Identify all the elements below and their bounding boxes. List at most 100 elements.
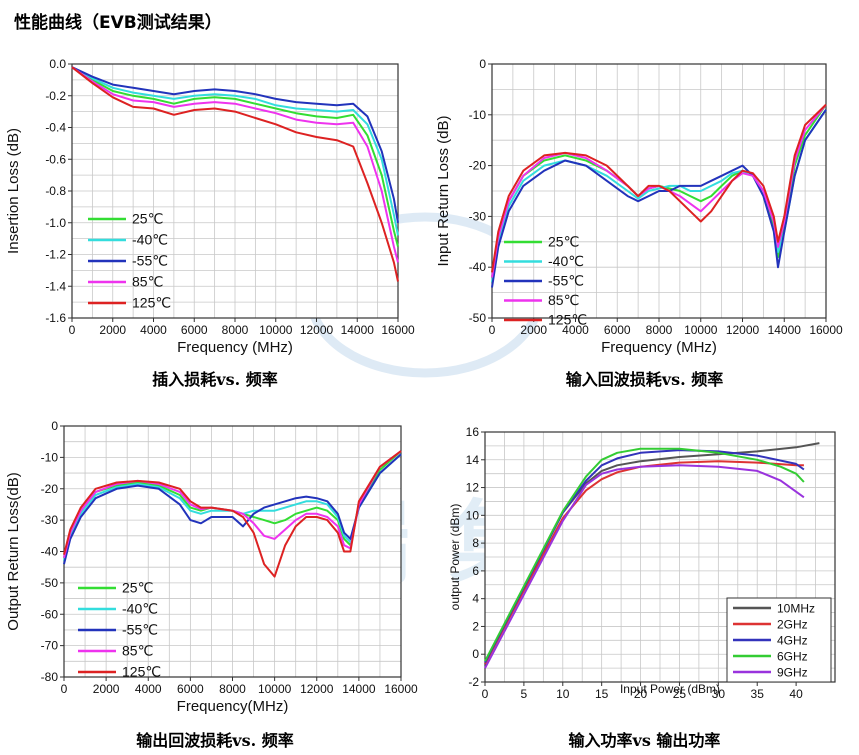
y-tick-label: -30 [469, 209, 487, 223]
legend-label: 10MHz [777, 602, 815, 616]
legend-label: 25℃ [132, 211, 163, 227]
chart-caption: 输入功率vs 输出功率 [568, 731, 721, 750]
y-tick-label: 0 [479, 57, 486, 71]
y-tick-label: 6 [472, 564, 479, 578]
y-tick-label: -0.8 [45, 184, 66, 198]
series-line [71, 66, 399, 223]
legend-label: 125℃ [132, 295, 171, 311]
x-tick-label: 14000 [342, 682, 376, 696]
x-tick-label: 0 [61, 682, 68, 696]
plot-frame [484, 431, 836, 683]
legend-label: 4GHz [777, 634, 808, 648]
x-tick-label: 0 [69, 323, 76, 337]
input-return-loss-chart: 0 2000 4000 6000 8000 10000 12000 14000 16000 0 -1… [435, 57, 843, 356]
x-tick-label: 2000 [93, 682, 120, 696]
series-line [71, 66, 399, 236]
x-tick-label: 0 [482, 687, 489, 701]
legend-label: 85℃ [548, 292, 579, 308]
y-tick-label: -50 [469, 311, 487, 325]
y-tick-label: -0.4 [45, 121, 66, 135]
legend-label: 6GHz [777, 650, 808, 664]
series-line [484, 447, 805, 662]
y-tick-label: 4 [472, 592, 479, 606]
y-tick-label: -1.4 [45, 279, 66, 293]
x-tick-label: 8000 [646, 323, 673, 337]
y-tick-label: 0 [51, 419, 58, 433]
y-tick-label: 8 [472, 536, 479, 550]
x-tick-label: 12000 [726, 323, 760, 337]
x-axis-label: Input Power (dBm) [620, 682, 720, 696]
legend: 10MHz 2GHz 4GHz 6GHz 9GHz [726, 597, 832, 683]
output-return-loss-chart: 0 2000 4000 6000 8000 10000 12000 14000 16000 0 -1… [5, 419, 418, 715]
y-tick-label: 2 [472, 619, 479, 633]
x-tick-label: 6000 [177, 682, 204, 696]
legend-label: 9GHz [777, 666, 808, 680]
series-line [491, 109, 827, 288]
x-tick-label: 5 [521, 687, 528, 701]
axis-ticks: 0 2000 4000 6000 8000 10000 12000 14000 16000 0.0… [45, 57, 415, 337]
y-tick-label: 0.0 [49, 57, 66, 71]
y-tick-label: 14 [466, 453, 480, 467]
y-tick-label: -20 [41, 482, 59, 496]
series-lines [71, 66, 399, 282]
y-tick-label: -1.2 [45, 248, 66, 262]
chart-caption: 插入损耗vs. 频率 [152, 370, 278, 389]
y-tick-label: -80 [41, 670, 59, 684]
x-tick-label: 10000 [258, 682, 292, 696]
y-tick-label: -10 [41, 450, 59, 464]
y-tick-label: 16 [466, 425, 480, 439]
x-tick-label: 15 [595, 687, 609, 701]
x-tick-label: 0 [489, 323, 496, 337]
y-tick-label: -1.6 [45, 311, 66, 325]
y-tick-label: -70 [41, 639, 59, 653]
legend: 25℃ -40℃ -55℃ 85℃ 125℃ [78, 580, 161, 680]
y-tick-label: -20 [469, 159, 487, 173]
axis-ticks: 0 2000 4000 6000 8000 10000 12000 14000 16000 0 -1… [41, 419, 418, 696]
x-tick-label: 10 [556, 687, 570, 701]
legend-label: -40℃ [548, 253, 584, 269]
x-tick-label: 6000 [181, 323, 208, 337]
y-axis-label: output Power (dBm) [448, 504, 462, 611]
legend-label: -55℃ [122, 622, 158, 638]
x-tick-label: 35 [751, 687, 765, 701]
legend-label: -55℃ [548, 273, 584, 289]
legend-label: 25℃ [122, 580, 153, 596]
y-tick-label: -2 [468, 675, 479, 689]
y-tick-label: -1.0 [45, 216, 66, 230]
legend-label: 25℃ [548, 234, 579, 250]
x-axis-label: Frequency(MHz) [177, 698, 289, 715]
series-lines [63, 450, 402, 578]
y-tick-label: 0 [472, 647, 479, 661]
legend-label: 2GHz [777, 618, 808, 632]
y-tick-label: 12 [466, 481, 480, 495]
x-tick-label: 4000 [135, 682, 162, 696]
chart-panel-insertion-loss: 0 2000 4000 6000 8000 10000 12000 14000 16000 0.0… [0, 48, 430, 393]
insertion-loss-chart: 0 2000 4000 6000 8000 10000 12000 14000 16000 0.0… [5, 57, 415, 356]
x-tick-label: 2000 [99, 323, 126, 337]
y-tick-label: -0.6 [45, 152, 66, 166]
series-lines [491, 103, 827, 288]
y-axis-label: Insertion Loss (dB) [5, 128, 22, 254]
x-tick-label: 4000 [562, 323, 589, 337]
x-tick-label: 20 [634, 687, 648, 701]
legend: 25℃ -40℃ -55℃ 85℃ 125℃ [88, 211, 171, 311]
legend-label: 85℃ [122, 643, 153, 659]
series-line [491, 103, 827, 273]
legend-label: 85℃ [132, 274, 163, 290]
x-tick-label: 10000 [684, 323, 718, 337]
chart-panel-input-return-loss: 0 2000 4000 6000 8000 10000 12000 14000 16000 0 -1… [430, 48, 859, 393]
x-tick-label: 12000 [300, 323, 334, 337]
legend-label: 125℃ [548, 312, 587, 328]
x-tick-label: 14000 [768, 323, 802, 337]
series-line [71, 66, 399, 282]
legend-label: -40℃ [132, 232, 168, 248]
y-axis-label: Output Return Loss(dB) [5, 472, 22, 630]
legend: 25℃ -40℃ -55℃ 85℃ 125℃ [504, 234, 587, 328]
y-tick-label: -60 [41, 607, 59, 621]
series-line [63, 453, 402, 565]
legend-label: 125℃ [122, 664, 161, 680]
legend-label: -55℃ [132, 253, 168, 269]
chart-panel-power-transfer: 0 5 10 15 20 25 30 35 40 -2 0 2 4 6 8 10 12 14 16 Input Pow… [430, 410, 859, 755]
